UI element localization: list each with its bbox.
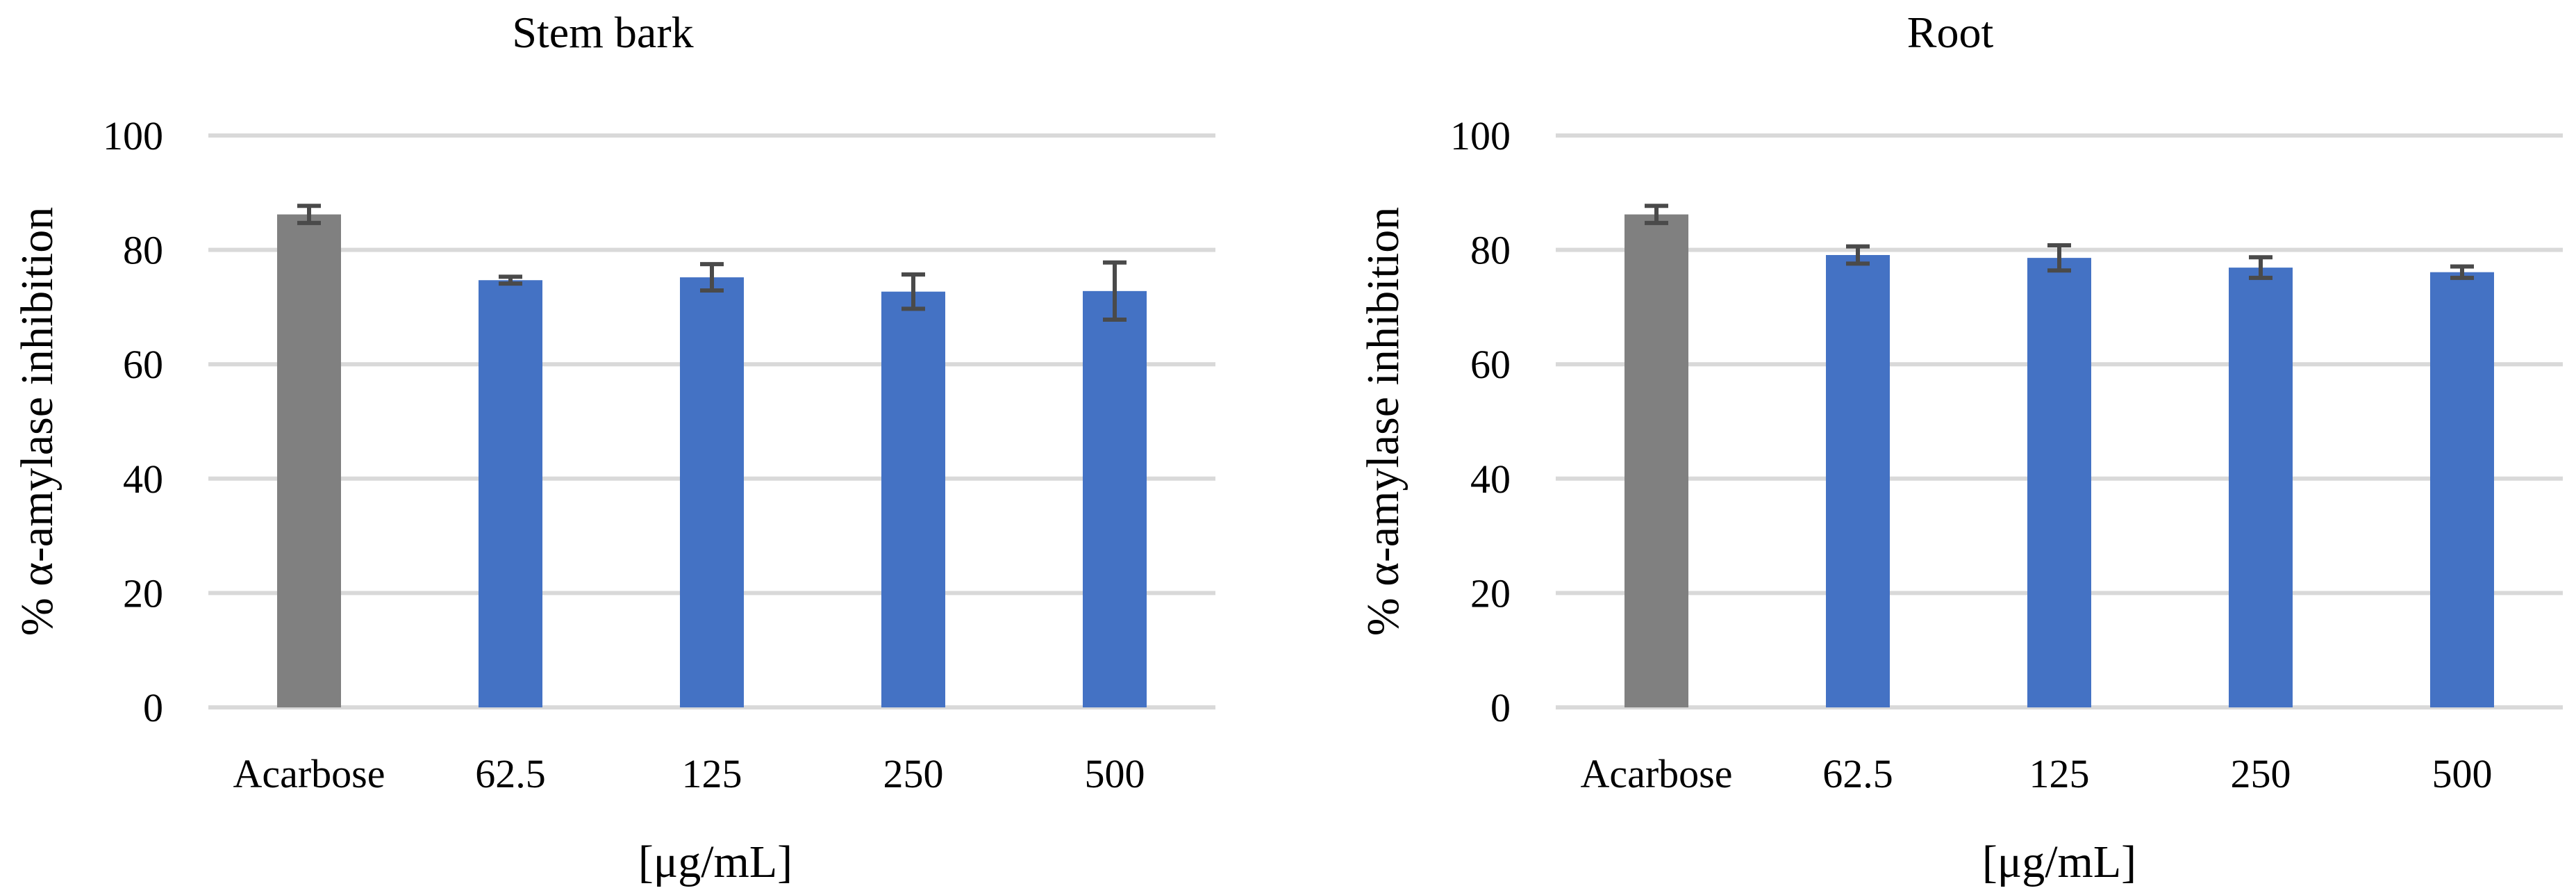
y-tick-label: 60	[123, 342, 163, 387]
bar	[479, 280, 542, 707]
y-tick-label: 20	[123, 570, 163, 616]
error-bar	[1103, 260, 1127, 322]
x-tick-label: 125	[682, 751, 742, 796]
chart-stem-bark: 0 20 40 60 80 100 Acarbose 62.5 125 250 500 Stem ba…	[12, 8, 1215, 887]
bar	[1624, 214, 1688, 708]
error-bar	[2249, 255, 2272, 280]
error-bar	[700, 262, 724, 293]
bar	[1826, 255, 1890, 708]
x-tick-label: 500	[2432, 751, 2493, 796]
error-bar	[2047, 243, 2071, 273]
y-tick-label: 100	[103, 113, 163, 158]
error-bar	[297, 204, 321, 225]
bar	[680, 277, 744, 707]
bar	[2027, 258, 2091, 707]
y-tick-label: 60	[1470, 342, 1511, 387]
error-bar	[2450, 264, 2474, 280]
x-tick-label: 125	[2029, 751, 2090, 796]
y-tick-label: 0	[143, 685, 163, 730]
y-tick-label: 0	[1490, 685, 1511, 730]
x-axis-label: [μg/mL]	[1982, 837, 2136, 887]
y-axis-label: % α-amylase inhibition	[12, 207, 63, 636]
x-tick-label: Acarbose	[1580, 751, 1732, 796]
y-tick-label: 40	[123, 457, 163, 502]
bar	[2229, 268, 2293, 707]
error-bar	[901, 272, 925, 311]
y-tick-label: 80	[1470, 228, 1511, 273]
error-bar	[499, 274, 522, 286]
bar	[2430, 272, 2494, 707]
chart-root: 0 20 40 60 80 100 Acarbose 62.5 125 250 500 Root [μg…	[1358, 8, 2563, 887]
chart-title: Root	[1907, 8, 1994, 57]
x-tick-label: Acarbose	[233, 751, 385, 796]
error-bar	[1846, 244, 1870, 266]
chart-title: Stem bark	[512, 8, 693, 57]
bar	[277, 214, 341, 708]
x-tick-label: 250	[883, 751, 944, 796]
y-tick-label: 100	[1450, 113, 1511, 158]
y-axis-label: % α-amylase inhibition	[1358, 207, 1409, 636]
bar	[1083, 290, 1147, 708]
error-bar	[1645, 204, 1668, 225]
x-tick-label: 250	[2231, 751, 2291, 796]
y-tick-label: 40	[1470, 457, 1511, 502]
x-tick-label: 62.5	[1822, 751, 1893, 796]
x-axis-label: [μg/mL]	[638, 837, 792, 887]
x-tick-label: 500	[1085, 751, 1145, 796]
bar	[881, 291, 945, 708]
x-tick-label: 62.5	[475, 751, 546, 796]
y-tick-label: 20	[1470, 570, 1511, 616]
y-tick-label: 80	[123, 228, 163, 273]
